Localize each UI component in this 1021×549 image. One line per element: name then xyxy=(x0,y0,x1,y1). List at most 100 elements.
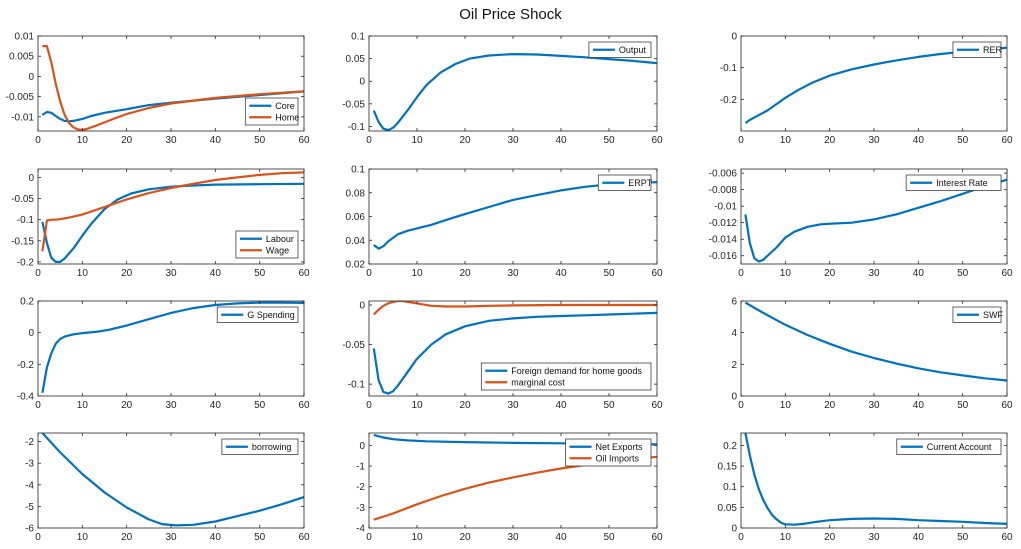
y-tick-label: 0.15 xyxy=(718,462,738,473)
series-line-g-spending xyxy=(41,301,304,393)
x-tick-label: 60 xyxy=(298,400,310,411)
x-tick-label: 40 xyxy=(913,135,925,146)
x-tick-label: 50 xyxy=(957,268,969,279)
x-tick-label: 50 xyxy=(254,400,266,411)
x-tick-label: 30 xyxy=(868,135,880,146)
legend-label: Interest Rate xyxy=(936,178,988,188)
series-line-current-account xyxy=(744,433,1007,526)
x-tick-label: 30 xyxy=(868,400,880,411)
y-tick-label: 0 xyxy=(359,441,365,452)
y-tick-label: 0.1 xyxy=(351,165,365,176)
legend-label: Wage xyxy=(266,245,289,255)
legend-label: Output xyxy=(619,45,647,55)
subplot-10: 0 10 20 30 40 50 60 -2 -3 -4 -5 -6 borrowing xyxy=(25,432,310,543)
y-tick-label: -4 xyxy=(25,480,34,491)
x-tick-label: 0 xyxy=(366,135,372,146)
y-tick-label: -0.2 xyxy=(17,257,35,268)
y-tick-label: -3 xyxy=(25,459,34,470)
legend-label: Foreign demand for home goods xyxy=(511,366,642,376)
legend-box xyxy=(905,174,1002,191)
y-tick-label: -2 xyxy=(25,437,34,448)
y-tick-label: 0.01 xyxy=(15,32,35,43)
x-tick-label: 40 xyxy=(555,532,567,543)
legend-label: Labour xyxy=(266,234,294,244)
x-tick-label: 40 xyxy=(555,268,567,279)
legend-label: marginal cost xyxy=(511,377,565,387)
x-tick-label: 50 xyxy=(603,400,615,411)
legend-label: borrowing xyxy=(252,442,292,452)
legend: RER xyxy=(952,41,1002,58)
x-tick-label: 30 xyxy=(165,532,177,543)
x-tick-label: 20 xyxy=(459,135,471,146)
legend-label: Oil Imports xyxy=(596,453,640,463)
y-tick-label: 6 xyxy=(731,297,737,308)
y-tick-label: -1 xyxy=(356,462,365,473)
y-tick-label: 0.1 xyxy=(351,32,365,43)
y-tick-label: -0.15 xyxy=(11,236,34,247)
x-tick-label: 60 xyxy=(298,532,310,543)
legend: borrowing xyxy=(221,438,299,455)
legend-box xyxy=(235,230,299,259)
y-tick-label: 0 xyxy=(28,328,34,339)
legend: Interest Rate xyxy=(905,174,1002,191)
y-tick-label: 0.005 xyxy=(9,52,34,63)
legend-label: Current Account xyxy=(927,442,992,452)
legend: G Spending xyxy=(216,306,299,323)
x-tick-label: 60 xyxy=(1001,268,1013,279)
y-tick-label: -0.2 xyxy=(17,360,35,371)
legend-box xyxy=(896,438,1002,455)
legend-label: SWF xyxy=(983,310,1003,320)
x-tick-label: 40 xyxy=(913,400,925,411)
y-tick-label: 0.05 xyxy=(718,503,738,514)
x-tick-label: 50 xyxy=(957,532,969,543)
subplot-3: 0 10 20 30 40 50 60 0 -0.1 -0.2 RER xyxy=(720,32,1013,147)
y-tick-label: 0 xyxy=(359,300,365,311)
y-tick-label: -0.1 xyxy=(720,63,738,74)
x-tick-label: 50 xyxy=(957,400,969,411)
y-tick-label: 0.2 xyxy=(20,297,34,308)
x-tick-label: 40 xyxy=(555,135,567,146)
y-tick-label: 0 xyxy=(28,72,34,83)
x-tick-label: 40 xyxy=(210,400,222,411)
legend-label: G Spending xyxy=(247,310,295,320)
x-tick-label: 0 xyxy=(738,135,744,146)
x-tick-label: 60 xyxy=(1001,400,1013,411)
x-tick-label: 30 xyxy=(165,135,177,146)
y-tick-label: 4 xyxy=(731,328,737,339)
x-tick-label: 50 xyxy=(603,135,615,146)
series-line-output xyxy=(372,53,657,131)
x-tick-label: 50 xyxy=(603,532,615,543)
subplot-2: 0 10 20 30 40 50 60 0.1 0.05 0 -0.05 -0.1 Output xyxy=(342,32,663,147)
y-tick-label: -3 xyxy=(356,503,365,514)
series-line-foreign-demand-for-home-goods xyxy=(372,311,657,395)
legend-box xyxy=(588,41,652,58)
subplot-8: 0 10 20 30 40 50 60 0 -0.05 -0.1 Foreign demand fo… xyxy=(342,300,663,411)
y-tick-label: -0.1 xyxy=(348,380,366,391)
x-tick-label: 20 xyxy=(121,268,133,279)
x-tick-label: 0 xyxy=(35,135,41,146)
x-tick-label: 60 xyxy=(1001,532,1013,543)
x-tick-label: 50 xyxy=(254,532,266,543)
x-tick-label: 20 xyxy=(121,400,133,411)
x-tick-label: 0 xyxy=(738,268,744,279)
series-line-swf xyxy=(744,301,1007,382)
x-tick-label: 40 xyxy=(210,135,222,146)
y-tick-label: -0.05 xyxy=(342,340,365,351)
x-tick-label: 10 xyxy=(780,532,792,543)
y-tick-label: 0.04 xyxy=(346,236,366,247)
legend-label: ERPT xyxy=(628,178,653,188)
x-tick-label: 20 xyxy=(824,400,836,411)
y-tick-label: -6 xyxy=(25,524,34,535)
subplot-5: 0 10 20 30 40 50 60 0.1 0.08 0.06 0.04 0.02 ERPT xyxy=(346,165,663,280)
legend: SWF xyxy=(952,306,1003,323)
x-tick-label: 10 xyxy=(411,268,423,279)
y-tick-label: -0.1 xyxy=(17,215,35,226)
y-tick-label: 0.2 xyxy=(723,441,737,452)
x-tick-label: 40 xyxy=(210,532,222,543)
legend-box xyxy=(244,97,299,126)
x-tick-label: 0 xyxy=(35,532,41,543)
y-tick-label: -2 xyxy=(356,482,365,493)
y-tick-label: 2 xyxy=(731,360,737,371)
